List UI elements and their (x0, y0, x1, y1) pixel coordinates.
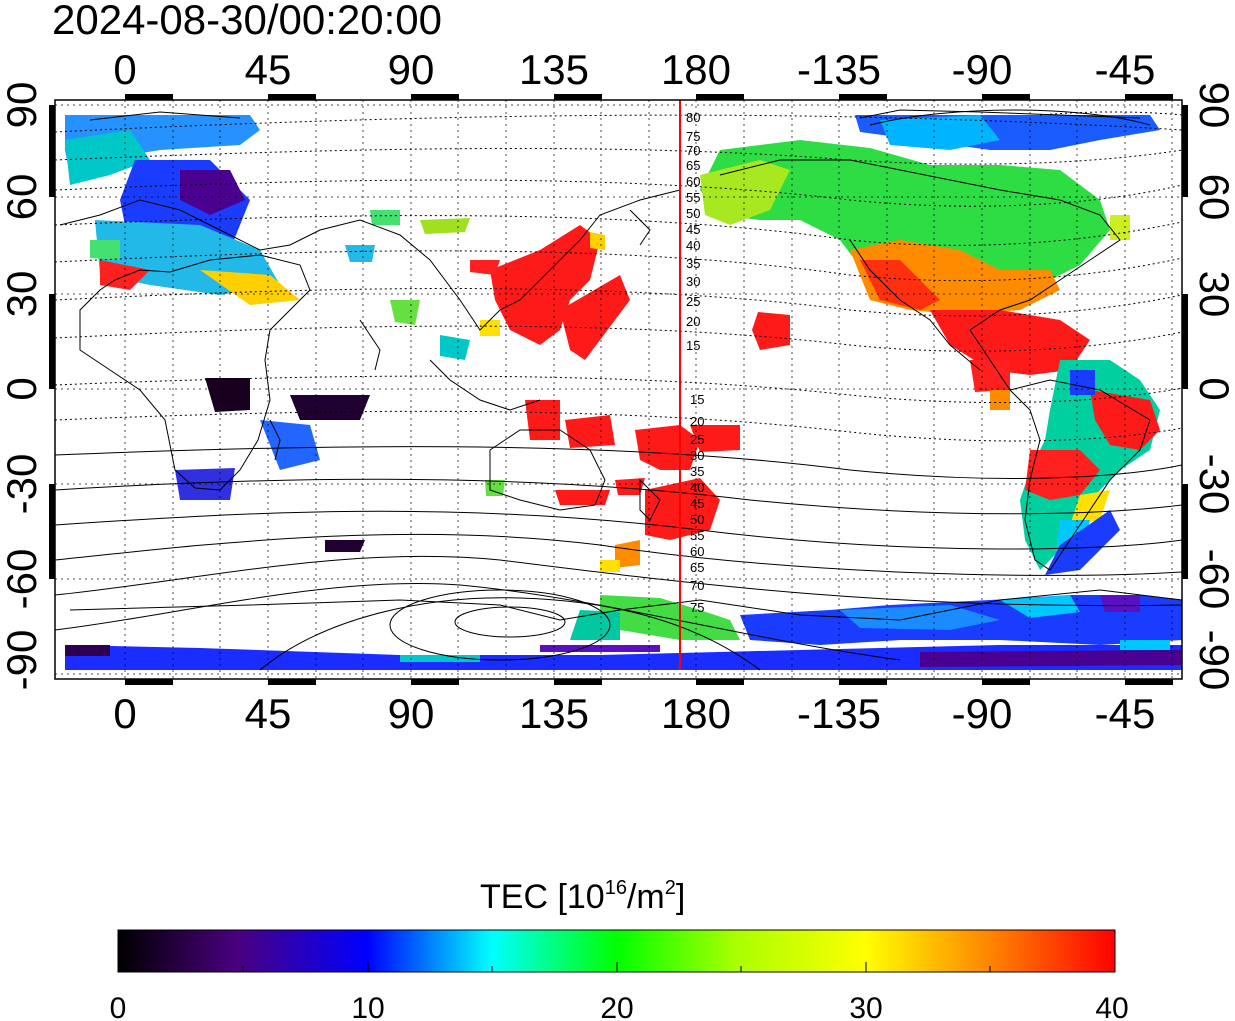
contour-label: 55 (686, 190, 700, 205)
bottom-lon-label: 90 (388, 690, 435, 737)
contour-labels-north: 80 75 70 65 60 55 50 45 40 35 30 25 20 1… (686, 110, 700, 353)
right-lat-label: 60 (1191, 174, 1235, 221)
bottom-longitude-labels: 0 45 90 135 180 -135 -90 -45 (113, 690, 1155, 737)
contour-label: 65 (686, 158, 700, 173)
top-lon-label: -90 (952, 46, 1013, 93)
colorbar-tick-label: 40 (1095, 992, 1128, 1021)
contour-label: 55 (690, 528, 704, 543)
right-lat-label: -90 (1191, 630, 1235, 691)
contour-label: 45 (686, 222, 700, 237)
left-lat-label: 90 (0, 82, 45, 129)
contour-labels-south: 15 20 25 30 35 40 45 50 55 60 65 70 75 (690, 392, 704, 615)
left-lat-label: -90 (0, 630, 45, 691)
right-lat-label: -30 (1191, 454, 1235, 515)
top-lon-label: 0 (113, 46, 136, 93)
top-lon-label: -45 (1095, 46, 1156, 93)
right-lat-label: 30 (1191, 271, 1235, 318)
bottom-lon-label: 180 (661, 690, 731, 737)
colorbar-tick-label: 30 (849, 992, 882, 1021)
bottom-lon-label: -45 (1095, 690, 1156, 737)
left-latitude-labels: 90 60 30 0 -30 -60 -90 (0, 82, 45, 691)
contour-label: 35 (690, 464, 704, 479)
contour-label: 50 (690, 512, 704, 527)
contour-label: 15 (690, 392, 704, 407)
contour-label: 75 (686, 129, 700, 144)
right-lat-label: -60 (1191, 549, 1235, 610)
contour-label: 25 (690, 432, 704, 447)
contour-label: 70 (686, 143, 700, 158)
timestamp-label: 2024-08-30/00:20:00 (52, 0, 442, 43)
bottom-lon-label: -135 (797, 690, 881, 737)
contour-label: 40 (690, 480, 704, 495)
right-latitude-labels: 90 60 30 0 -30 -60 -90 (1191, 82, 1235, 691)
contour-label: 65 (690, 560, 704, 575)
top-lon-label: 45 (245, 46, 292, 93)
right-lat-label: 0 (1191, 377, 1235, 400)
coastlines (59, 109, 1182, 621)
contour-label: 40 (686, 238, 700, 253)
map-plot-area: 80 75 70 65 60 55 50 45 40 35 30 25 20 1… (55, 100, 1182, 679)
contour-label: 80 (686, 110, 700, 125)
colorbar-tick-label: 0 (110, 992, 127, 1021)
contour-label: 60 (690, 544, 704, 559)
left-lat-label: -30 (0, 454, 45, 515)
contour-label: 75 (690, 600, 704, 615)
contour-label: 70 (690, 578, 704, 593)
contour-label: 35 (686, 256, 700, 271)
colorbar-tick-label: 20 (600, 992, 633, 1021)
right-lat-label: 90 (1191, 82, 1235, 129)
colorbar-title: TEC [1016/m2] (480, 877, 685, 916)
bottom-lon-label: -90 (952, 690, 1013, 737)
left-lat-label: 30 (0, 271, 45, 318)
contour-label: 45 (690, 496, 704, 511)
top-lon-label: 180 (661, 46, 731, 93)
contour-label: 30 (690, 448, 704, 463)
bottom-lon-label: 135 (519, 690, 589, 737)
map-frame (54, 99, 1183, 680)
bottom-lon-label: 0 (113, 690, 136, 737)
contour-label: 20 (690, 414, 704, 429)
contour-label: 50 (686, 206, 700, 221)
bottom-lon-label: 45 (245, 690, 292, 737)
map-grid (55, 100, 1182, 679)
left-lat-label: -60 (0, 549, 45, 610)
magnetic-contours (55, 109, 1182, 671)
top-longitude-labels: 0 45 90 135 180 -135 -90 -45 (113, 46, 1155, 93)
top-lon-label: 135 (519, 46, 589, 93)
top-lon-label: 90 (388, 46, 435, 93)
frame-ticks (49, 94, 1188, 685)
top-lon-label: -135 (797, 46, 881, 93)
colorbar: TEC [1016/m2] 0 10 20 30 40 (110, 877, 1129, 1021)
left-lat-label: 60 (0, 174, 45, 221)
contour-label: 25 (686, 294, 700, 309)
contour-label: 30 (686, 274, 700, 289)
left-lat-label: 0 (0, 377, 45, 400)
contour-label: 20 (686, 314, 700, 329)
colorbar-tick-label: 10 (351, 992, 384, 1021)
contour-label: 15 (686, 338, 700, 353)
tec-data-layer (65, 115, 1182, 670)
contour-label: 60 (686, 174, 700, 189)
